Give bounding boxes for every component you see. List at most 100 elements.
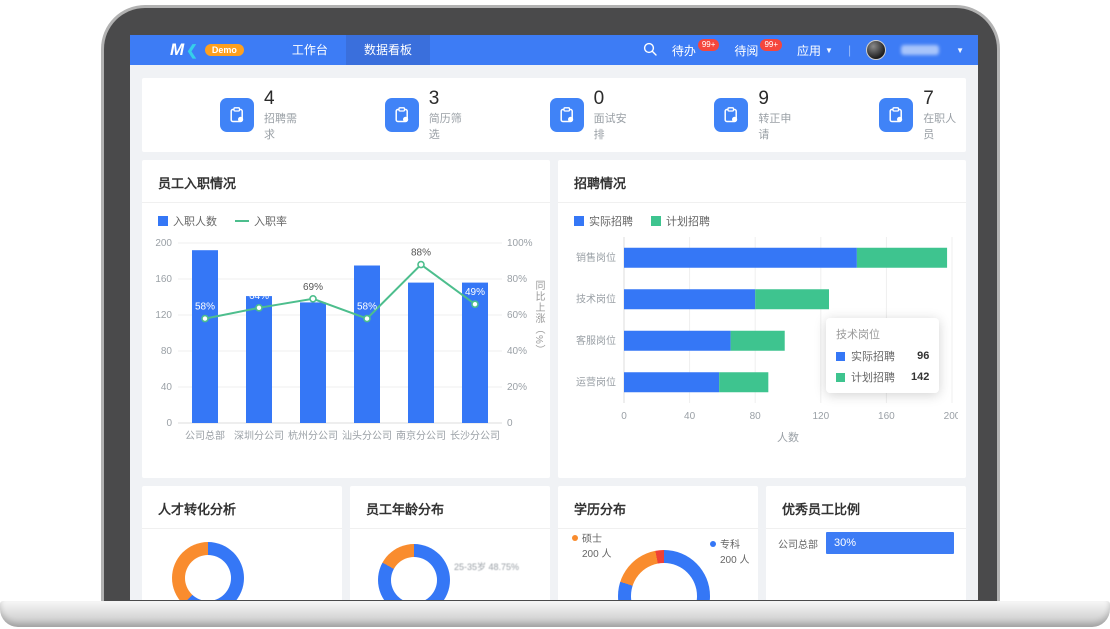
laptop-base bbox=[0, 601, 1110, 627]
svg-text:0: 0 bbox=[166, 418, 172, 429]
legend-dot bbox=[710, 541, 716, 547]
line-point-5[interactable] bbox=[471, 300, 479, 308]
legend-master[interactable]: 硕士 200 人 bbox=[572, 532, 611, 562]
chevron-down-icon: ▼ bbox=[825, 45, 833, 55]
nav-divider: | bbox=[847, 43, 852, 57]
age-segment-note: 25-35岁 48.75% bbox=[454, 562, 520, 572]
svg-text:58%: 58% bbox=[195, 302, 215, 313]
tab-workbench[interactable]: 工作台 bbox=[291, 43, 328, 57]
tooltip-swatch bbox=[836, 351, 845, 361]
svg-text:100%: 100% bbox=[507, 238, 533, 249]
svg-text:销售岗位: 销售岗位 bbox=[576, 251, 616, 264]
bar-line-chart[interactable]: 0 0 40 20% 80 40% 120 60% 160 80% 200 100% 公司总部 深圳分公司… bbox=[150, 231, 542, 471]
age-distribution-card: 员工年龄分布 25-35岁 48.75% bbox=[350, 486, 550, 600]
svg-text:200: 200 bbox=[944, 411, 958, 422]
user-avatar[interactable] bbox=[866, 40, 887, 60]
line-point-3[interactable] bbox=[363, 314, 371, 323]
line-point-1[interactable] bbox=[255, 304, 263, 312]
legend-onboarding-rate[interactable]: 入职率 bbox=[235, 213, 287, 229]
legend-actual-recruiting[interactable]: 实际招聘 bbox=[574, 213, 633, 229]
bar-0[interactable] bbox=[192, 250, 218, 423]
donut-chart[interactable] bbox=[172, 542, 244, 600]
svg-text:人数: 人数 bbox=[777, 431, 799, 444]
legend-dot bbox=[572, 535, 578, 541]
app-logo[interactable]: M ❮ Demo bbox=[170, 40, 244, 60]
stat-interview-schedule[interactable]: 0 面试安排 bbox=[472, 88, 637, 142]
user-chevron-down-icon[interactable]: ▼ bbox=[956, 45, 964, 55]
line-point-0[interactable] bbox=[201, 314, 209, 323]
svg-text:120: 120 bbox=[812, 411, 829, 422]
clipboard-icon bbox=[384, 98, 419, 132]
logo-arrow-icon: ❮ bbox=[186, 41, 198, 58]
svg-text:120: 120 bbox=[155, 310, 172, 321]
right-axis-title: 同比上涨（%） bbox=[533, 280, 544, 356]
progress-row: 公司总部 30% bbox=[766, 532, 966, 554]
svg-text:杭州分公司: 杭州分公司 bbox=[288, 429, 338, 442]
nav-tabs: 工作台 数据看板 bbox=[274, 35, 430, 65]
svg-text:80: 80 bbox=[161, 346, 173, 357]
planned-bar-3[interactable] bbox=[719, 372, 769, 393]
bar-2[interactable] bbox=[300, 302, 326, 423]
bar-4[interactable] bbox=[408, 282, 434, 423]
actual-bar-0[interactable] bbox=[624, 247, 857, 268]
tab-data-dashboard[interactable]: 数据看板 bbox=[345, 35, 430, 65]
svg-text:0: 0 bbox=[621, 411, 627, 422]
line-point-4[interactable] bbox=[417, 260, 425, 269]
demo-badge: Demo bbox=[204, 44, 244, 56]
card-title: 优秀员工比例 bbox=[766, 486, 966, 529]
stat-regularization-apply[interactable]: 9 转正申请 bbox=[636, 88, 801, 142]
progress-bar[interactable]: 30% bbox=[826, 532, 954, 554]
legend-swatch bbox=[651, 216, 661, 226]
onboarding-chart-card: 员工入职情况 入职人数 入职率 0 0 40 20% 80 40% 120 60% 160 80%… bbox=[142, 160, 550, 478]
todo-menu-item[interactable]: 待办 99+ bbox=[672, 38, 720, 59]
legend-planned-recruiting[interactable]: 计划招聘 bbox=[651, 213, 710, 229]
svg-text:深圳分公司: 深圳分公司 bbox=[234, 430, 284, 442]
stat-recruit-demand[interactable]: 4 招聘需求 bbox=[142, 88, 307, 142]
clipboard-icon bbox=[220, 98, 254, 132]
legend-college[interactable]: 专科 200 人 bbox=[710, 538, 749, 568]
svg-text:公司总部: 公司总部 bbox=[185, 429, 225, 442]
pie-chart[interactable] bbox=[618, 550, 710, 600]
bar-3[interactable] bbox=[354, 265, 380, 424]
actual-bar-2[interactable] bbox=[624, 330, 731, 351]
svg-text:60%: 60% bbox=[507, 310, 527, 321]
stat-resume-screening[interactable]: 3 简历筛选 bbox=[307, 88, 472, 142]
svg-text:技术岗位: 技术岗位 bbox=[576, 292, 616, 305]
planned-bar-0[interactable] bbox=[856, 247, 948, 268]
to-read-menu-item[interactable]: 待阅 99+ bbox=[734, 38, 783, 59]
chart-legend: 实际招聘 计划招聘 bbox=[558, 203, 966, 229]
screen: M ❮ Demo 工作台 数据看板 待办 99+ 待阅 99+ 应用 ▼ | bbox=[130, 35, 978, 600]
stats-summary-card: 4 招聘需求 3 简历筛选 0 面试安排 9 转正申请 7 在职人员 bbox=[142, 78, 966, 152]
tooltip-swatch bbox=[836, 372, 845, 382]
svg-text:160: 160 bbox=[878, 411, 895, 422]
navbar-right: 待办 99+ 待阅 99+ 应用 ▼ | ▼ bbox=[643, 38, 964, 60]
svg-text:0: 0 bbox=[507, 418, 513, 429]
donut-chart[interactable] bbox=[378, 544, 450, 600]
todo-count-badge: 99+ bbox=[697, 38, 720, 51]
actual-bar-1[interactable] bbox=[624, 289, 756, 310]
apps-menu-item[interactable]: 应用 ▼ bbox=[797, 43, 833, 58]
tooltip-row: 计划招聘 142 bbox=[836, 369, 929, 385]
clipboard-icon bbox=[879, 98, 914, 132]
planned-bar-2[interactable] bbox=[730, 330, 785, 351]
svg-text:运营岗位: 运营岗位 bbox=[576, 375, 616, 388]
bar-1[interactable] bbox=[246, 296, 272, 423]
svg-text:80: 80 bbox=[750, 411, 762, 422]
line-point-2[interactable] bbox=[309, 295, 317, 303]
planned-bar-1[interactable] bbox=[755, 289, 829, 310]
svg-text:客服岗位: 客服岗位 bbox=[576, 334, 616, 347]
legend-swatch bbox=[235, 220, 249, 222]
svg-text:长沙分公司: 长沙分公司 bbox=[450, 430, 500, 442]
svg-text:40: 40 bbox=[161, 382, 173, 393]
recruiting-chart-card: 招聘情况 实际招聘 计划招聘 0 40 80 120 160 200 销售岗位 技术岗位 客服岗… bbox=[558, 160, 966, 478]
read-count-badge: 99+ bbox=[760, 38, 783, 51]
actual-bar-3[interactable] bbox=[624, 372, 720, 393]
card-title: 员工年龄分布 bbox=[350, 486, 550, 529]
clipboard-icon bbox=[549, 98, 584, 132]
legend-onboarding-count[interactable]: 入职人数 bbox=[158, 213, 217, 229]
legend-swatch bbox=[574, 216, 584, 226]
search-icon[interactable] bbox=[643, 42, 657, 59]
stat-active-employees[interactable]: 7 在职人员 bbox=[801, 88, 966, 142]
rate-line bbox=[204, 263, 476, 320]
